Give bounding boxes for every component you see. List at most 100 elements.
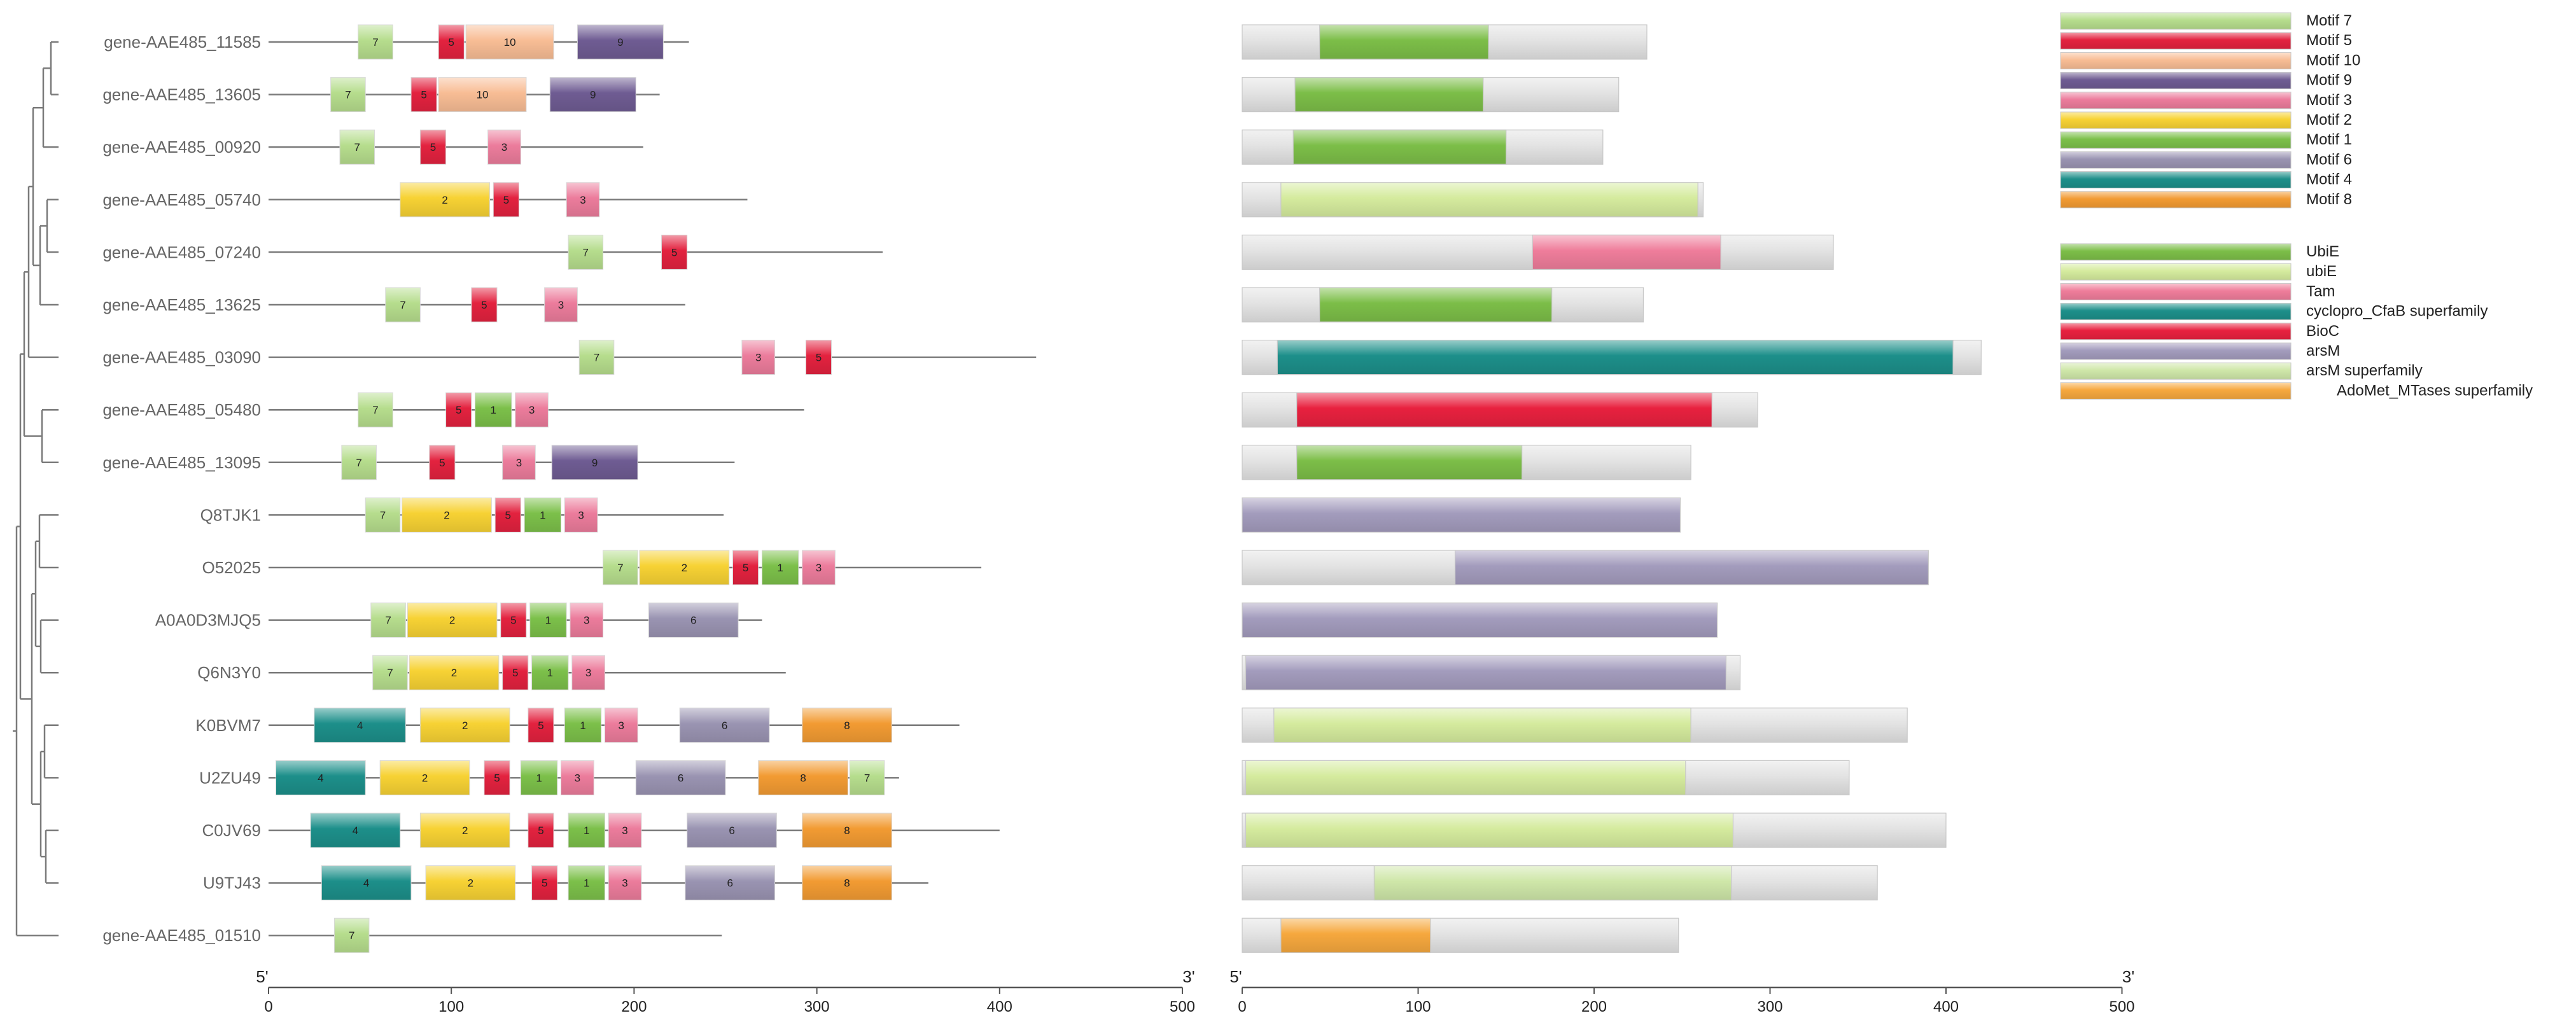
motif-axis: 0 100 200 300 400 500 5' 3'	[256, 967, 1195, 1015]
five-prime-label: 5'	[1229, 967, 1242, 986]
motif-9-box	[577, 24, 664, 60]
motif-number: 2	[468, 877, 473, 889]
motif-number: 8	[844, 877, 850, 889]
domain-ubie	[1296, 445, 1523, 480]
motif-number: 3	[575, 772, 580, 784]
domain-ubie	[1319, 24, 1489, 60]
gene-label: gene-AAE485_05480	[102, 400, 261, 419]
motif-number: 7	[583, 246, 589, 258]
tick-label: 300	[804, 998, 830, 1015]
motif-number: 7	[617, 562, 623, 574]
legend-label: Motif 5	[2306, 32, 2352, 49]
motif-number: 5	[538, 720, 543, 732]
motif-2-box	[409, 655, 500, 690]
three-prime-label: 3'	[1182, 967, 1194, 986]
motif-number: 3	[516, 457, 522, 469]
motif-5-box	[419, 129, 447, 165]
legend-swatch	[2060, 72, 2292, 90]
domain-ubie	[1280, 182, 1698, 218]
tree-branch	[45, 829, 59, 884]
motif-number: 7	[372, 36, 378, 48]
motif-number: 6	[722, 720, 727, 732]
motif-number: 1	[584, 825, 589, 837]
motif-number: 5	[816, 352, 822, 364]
motif-number: 5	[494, 772, 500, 784]
legend-swatch	[2060, 111, 2292, 129]
motif-8-box	[802, 865, 892, 901]
phylogenetic-tree	[13, 41, 59, 937]
domain-arsm	[1454, 550, 1929, 585]
domain-ubie	[1294, 76, 1484, 113]
gene-label: gene-AAE485_03090	[102, 348, 261, 367]
domain-axis: 0 100 200 300 400 500 5' 3'	[1229, 967, 2134, 1015]
domain-ubie	[1245, 812, 1734, 848]
tree-branch	[39, 619, 59, 674]
three-prime-label: 3'	[2122, 967, 2134, 986]
motif-number: 3	[816, 562, 822, 574]
motif-number: 5	[538, 825, 543, 837]
motif-number: 1	[540, 509, 545, 521]
motif-number: 5	[430, 141, 436, 153]
motif-number: 9	[590, 89, 596, 101]
motif-number: 4	[357, 720, 363, 732]
five-prime-label: 5'	[256, 967, 268, 986]
legend-label: Motif 7	[2306, 12, 2352, 29]
tree-branch	[38, 514, 59, 569]
motif-number: 6	[690, 615, 696, 627]
motif-2-box	[639, 550, 730, 585]
motif-number: 6	[729, 825, 734, 837]
motif-number: 3	[585, 667, 591, 679]
gene-label: Q8TJK1	[200, 505, 261, 524]
motif-number: 2	[449, 615, 455, 627]
motif-6-box	[635, 760, 726, 795]
motif-number: 3	[622, 877, 627, 889]
motif-2-box	[379, 760, 470, 795]
motif-number: 4	[318, 772, 323, 784]
motif-4-box	[314, 708, 406, 743]
domain-arsmsf	[1373, 865, 1732, 901]
motif-1-box	[568, 812, 605, 848]
gene-label: gene-AAE485_11585	[104, 32, 261, 52]
tick-label: 0	[264, 998, 272, 1015]
legend-label: Motif 10	[2306, 52, 2360, 69]
motif-7-box	[365, 497, 401, 533]
motif-4-box	[275, 760, 366, 795]
legend-swatch	[2060, 171, 2292, 189]
motif-5-box	[484, 760, 510, 795]
motif-number: 10	[504, 36, 516, 48]
motif-number: 5	[456, 404, 461, 416]
motif-6-box	[685, 865, 776, 901]
motif-number: 3	[529, 404, 535, 416]
gene-label: A0A0D3MJQ5	[155, 611, 261, 630]
legend-label: Motif 8	[2306, 191, 2352, 208]
domain-bioc	[1296, 392, 1712, 428]
legend-label: Motif 4	[2306, 171, 2352, 188]
motif-10-box	[465, 24, 554, 60]
motif-number: 5	[505, 509, 510, 521]
motif-5-box	[528, 812, 554, 848]
gene-label: U9TJ43	[203, 874, 261, 893]
domain-arsm	[1245, 655, 1726, 690]
motif-number: 7	[864, 772, 870, 784]
tree-branch	[46, 199, 59, 253]
motif-7-box	[603, 550, 638, 585]
motif-number: 8	[800, 772, 806, 784]
motif-number: 5	[439, 457, 445, 469]
gene-label: C0JV69	[202, 821, 262, 840]
legend-swatch	[2060, 263, 2292, 281]
motif-3-box	[608, 865, 642, 901]
motif-5-box	[528, 708, 554, 743]
legend-swatch	[2060, 282, 2292, 300]
domain-ubie	[1245, 760, 1686, 796]
motif-5-box	[661, 234, 688, 270]
motif-7-box	[333, 917, 370, 953]
legend-label: Motif 6	[2306, 151, 2352, 168]
motif-3-box	[802, 550, 836, 585]
legend-swatch	[2060, 52, 2292, 69]
legend-swatch	[2060, 131, 2292, 149]
motif-number: 10	[477, 89, 489, 101]
motif-number: 5	[448, 36, 454, 48]
tick-label: 400	[987, 998, 1012, 1015]
motif-number: 7	[594, 352, 599, 364]
